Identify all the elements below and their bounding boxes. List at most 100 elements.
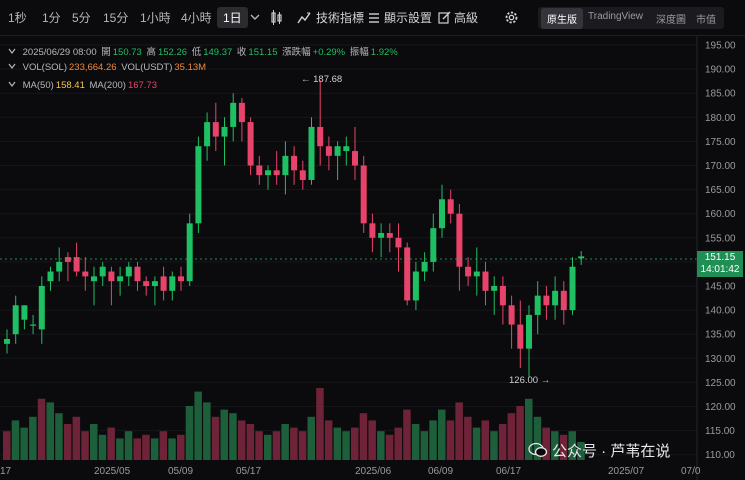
volume-bar (55, 413, 63, 460)
candle-body (212, 122, 219, 137)
chevron-down-icon[interactable] (8, 47, 16, 55)
price-axis-tick: 115.00 (705, 426, 735, 437)
volume-bar (316, 388, 324, 460)
candle-body (430, 228, 437, 262)
price-axis-tick: 175.00 (705, 137, 736, 148)
volume-bar (577, 442, 585, 460)
candle-countdown: 14:01:42 (700, 264, 740, 275)
low-label: 低 (191, 47, 202, 58)
volume-bar (359, 413, 368, 460)
volume-bar (133, 438, 141, 460)
volume-bar (411, 424, 420, 460)
indicators-button[interactable]: 技術指標 (316, 11, 365, 25)
volume-bar (307, 416, 315, 460)
vol-usdt-value: 35.13M (174, 62, 207, 73)
volume-bar (272, 431, 281, 460)
price-axis-tick: 130.00 (705, 354, 736, 365)
price-chart[interactable]: 195.00 190.00 185.00 180.00 175.00 170.00 165.… (0, 36, 745, 480)
candle-body (273, 170, 280, 176)
candle-body (465, 266, 472, 277)
indicators-icon[interactable] (297, 11, 311, 25)
candle-body (282, 155, 289, 176)
current-price-tag: 151.15 14:01:42 (697, 251, 743, 277)
high-label: 高 (146, 47, 156, 58)
chevron-down-icon[interactable] (250, 12, 260, 22)
chevron-down-icon[interactable] (8, 80, 16, 88)
volume-bar (177, 434, 185, 460)
volume-bar (29, 416, 37, 460)
volume-bar (37, 398, 46, 460)
amplitude-value: 1.92% (370, 47, 398, 58)
candle-body (395, 237, 402, 248)
candle-body (134, 266, 141, 282)
chevron-down-icon[interactable] (8, 62, 16, 70)
volume-bar (281, 424, 289, 460)
candle-body (526, 314, 532, 349)
legend-date: 2025/06/29 08:00 (22, 47, 97, 58)
edit-icon[interactable] (438, 11, 451, 24)
volume-bars (3, 388, 585, 460)
candle-body (82, 271, 89, 277)
candle-body (299, 170, 306, 180)
volume-bar (446, 420, 455, 460)
low-marker-value: 126.00 (509, 375, 539, 386)
candle-body (369, 223, 376, 238)
candle-body (308, 126, 315, 180)
volume-bar (542, 427, 550, 460)
price-axis-tick: 190.00 (705, 65, 736, 76)
volume-bar (481, 420, 489, 460)
volume-bar (507, 413, 516, 460)
volume-bar (464, 416, 472, 460)
candle-body (160, 276, 167, 291)
candle-body (560, 290, 567, 311)
settings-list-icon[interactable] (368, 12, 380, 24)
volume-bar (211, 416, 220, 460)
price-axis-tick: 110.00 (705, 450, 735, 461)
tab-native[interactable]: 原生版 (541, 8, 583, 29)
candle-body (204, 122, 211, 147)
candle-body (143, 281, 150, 286)
vol-sol-label: VOL(SOL) (22, 62, 67, 73)
price-axis-tick: 140.00 (705, 306, 736, 317)
volume-bar (255, 431, 263, 460)
x-tick: 07/0 (681, 466, 701, 477)
candle-body (291, 155, 298, 171)
candle-body (578, 256, 585, 259)
candle-body (473, 271, 480, 277)
candle-body (73, 257, 80, 272)
x-tick: 05/17 (236, 466, 262, 477)
volume-bar (168, 438, 176, 460)
display-settings-button[interactable]: 顯示設置 (384, 11, 433, 25)
volume-bar (342, 431, 350, 460)
timeframe-1h[interactable]: 1小時 (140, 11, 171, 25)
timeframe-1m[interactable]: 1分 (42, 11, 61, 25)
timeframe-5m[interactable]: 5分 (72, 11, 91, 25)
tab-depth[interactable]: 深度圖 (656, 15, 686, 26)
timeframe-1d[interactable]: 1日 (217, 7, 248, 28)
candle-body (117, 276, 124, 282)
watermark: 公众号 · 芦苇在说 (528, 440, 670, 461)
candle-body (265, 170, 271, 176)
candle-body (38, 286, 45, 330)
high-value: 152.26 (157, 47, 188, 58)
change-value: +0.29% (312, 47, 346, 58)
timeframe-15m[interactable]: 15分 (103, 11, 129, 25)
ma50-label: MA(50) (22, 80, 54, 91)
x-tick: 05/09 (168, 466, 194, 477)
candle-body (230, 102, 237, 127)
candlestick-icon[interactable] (270, 10, 284, 26)
tab-tradingview[interactable]: TradingView (588, 11, 644, 22)
timeframe-1s[interactable]: 1秒 (8, 11, 27, 25)
ma-legend: MA(50) 158.41 MA(200) 167.73 (8, 80, 159, 91)
candle-body (378, 232, 385, 238)
volume-bar (516, 406, 524, 460)
wechat-icon (528, 442, 548, 457)
volume-bar (490, 431, 498, 460)
volume-bar (420, 431, 429, 460)
advanced-button[interactable]: 高級 (454, 11, 479, 25)
timeframe-4h[interactable]: 4小時 (181, 11, 212, 25)
gear-icon[interactable] (504, 10, 519, 25)
volume-bar (264, 434, 272, 460)
price-axis-tick: 155.00 (705, 233, 736, 244)
tab-market-cap[interactable]: 市值 (696, 15, 716, 26)
